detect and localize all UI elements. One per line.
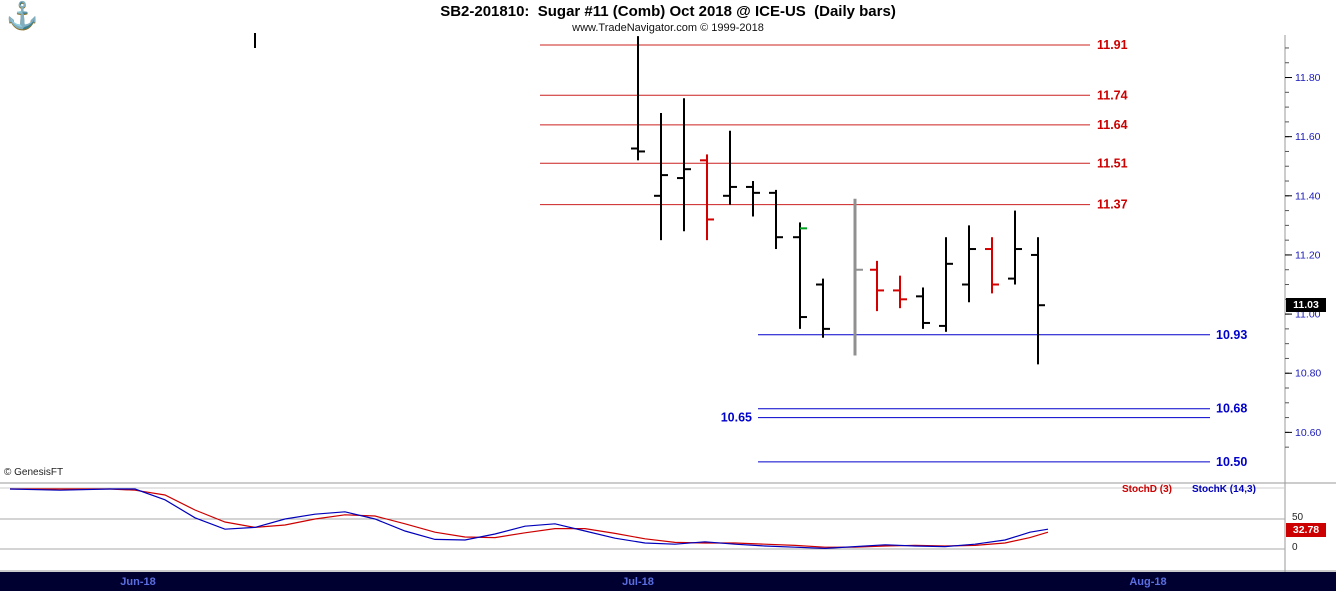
stochk-line [9,488,1049,550]
price-axis-label: 10.60 [1295,427,1321,439]
x-axis-month-label: Jul-18 [622,576,654,588]
support-level-label: 10.65 [721,411,752,425]
support-level-label: 10.50 [1216,455,1247,469]
chart-subtitle-copyright: www.TradeNavigator.com © 1999-2018 [572,22,764,34]
x-axis-month-label: Aug-18 [1129,576,1166,588]
stochd-line [10,488,1049,548]
price-axis-label: 11.80 [1295,72,1321,84]
resistance-level-label: 11.37 [1097,198,1128,212]
price-axis-label: 11.60 [1295,131,1321,143]
genesisft-watermark: © GenesisFT [4,467,64,478]
price-axis-label: 11.20 [1295,249,1321,261]
last-price-badge: 11.03 [1286,298,1326,312]
stoch-axis-label-0: 0 [1292,542,1298,553]
resistance-level-label: 11.64 [1097,118,1128,132]
x-axis-month-label: Jun-18 [120,576,155,588]
genesis-anchor-logo-icon: ⚓ [6,0,39,30]
price-axis-label: 11.40 [1295,190,1321,202]
stoch-value-badge: 32.78 [1286,523,1326,537]
chart-title: SB2-201810: Sugar #11 (Comb) Oct 2018 @ … [440,3,896,20]
support-level-label: 10.68 [1216,402,1247,416]
resistance-level-label: 11.91 [1097,38,1128,52]
stochk-legend-label[interactable]: StochK (14,3) [1192,484,1256,495]
support-level-label: 10.93 [1216,328,1247,342]
resistance-level-label: 11.74 [1097,88,1128,102]
date-axis-strip [0,572,1336,591]
resistance-level-label: 11.51 [1097,156,1128,170]
stoch-axis-label-50: 50 [1292,512,1304,523]
price-axis-label: 10.80 [1295,368,1321,380]
stochd-legend-label[interactable]: StochD (3) [1122,484,1172,495]
